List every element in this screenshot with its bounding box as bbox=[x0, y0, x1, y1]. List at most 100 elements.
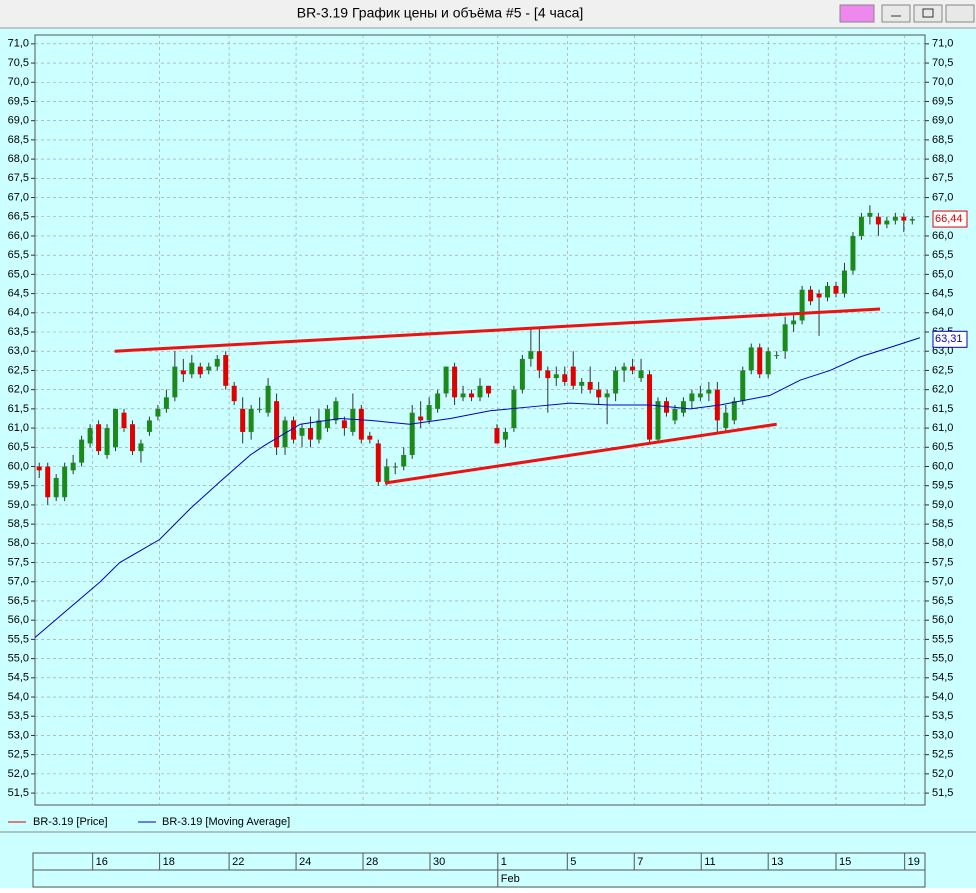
candle-body bbox=[485, 385, 491, 394]
month-label: Feb bbox=[501, 873, 520, 885]
link-button[interactable] bbox=[839, 4, 875, 23]
x-tick-label: 19 bbox=[908, 856, 920, 868]
candle-body bbox=[858, 216, 864, 236]
candle-body bbox=[104, 428, 110, 455]
candle-body bbox=[757, 347, 763, 375]
candle-body bbox=[545, 370, 551, 379]
candle-body bbox=[409, 412, 415, 455]
y-tick-label: 68,5 bbox=[932, 134, 953, 146]
y-tick-label: 58,5 bbox=[932, 518, 953, 530]
y-tick-label: 67,5 bbox=[8, 172, 29, 184]
candle-body bbox=[833, 285, 839, 294]
title-bar bbox=[0, 0, 976, 28]
y-tick-label: 65,0 bbox=[932, 268, 953, 280]
candle-body bbox=[570, 366, 576, 386]
candle-body bbox=[96, 424, 102, 452]
candle-body bbox=[604, 393, 610, 398]
y-tick-label: 65,0 bbox=[8, 268, 29, 280]
candle-body bbox=[799, 289, 805, 321]
candle-body bbox=[274, 401, 280, 448]
candle-body bbox=[350, 408, 356, 432]
y-tick-label: 70,5 bbox=[8, 57, 29, 69]
y-tick-label: 59,5 bbox=[8, 480, 29, 492]
y-tick-label: 61,5 bbox=[932, 403, 953, 415]
x-tick-label: 11 bbox=[704, 856, 715, 868]
y-tick-label: 67,5 bbox=[932, 172, 953, 184]
candle-body bbox=[257, 408, 263, 410]
y-tick-label: 60,0 bbox=[932, 460, 953, 472]
trend-line bbox=[114, 307, 881, 353]
candle-body bbox=[197, 366, 203, 375]
candle-body bbox=[502, 431, 508, 440]
last-value-box bbox=[932, 330, 968, 348]
candle-body bbox=[469, 393, 475, 398]
y-tick-label: 58,5 bbox=[8, 518, 29, 530]
y-tick-label: 54,5 bbox=[8, 672, 29, 684]
candle-body bbox=[443, 366, 449, 394]
y-tick-label: 54,5 bbox=[932, 672, 953, 684]
candle-body bbox=[791, 320, 797, 325]
x-tick-label: 30 bbox=[433, 856, 445, 868]
candle-body bbox=[477, 385, 483, 398]
y-tick-label: 56,0 bbox=[8, 614, 29, 626]
y-tick-label: 56,5 bbox=[932, 595, 953, 607]
y-tick-label: 59,5 bbox=[932, 480, 953, 492]
candle-body bbox=[647, 374, 653, 440]
y-tick-label: 57,0 bbox=[932, 576, 953, 588]
candle-body bbox=[316, 420, 322, 440]
candle-body bbox=[87, 428, 93, 444]
candle-body bbox=[655, 401, 661, 440]
last-value-label: 66,44 bbox=[935, 213, 963, 225]
candle-body bbox=[740, 370, 746, 402]
y-tick-label: 63,0 bbox=[932, 345, 953, 357]
plot-frame bbox=[34, 34, 926, 806]
candle-body bbox=[528, 351, 534, 359]
restore-button[interactable] bbox=[913, 4, 943, 23]
candle-body bbox=[519, 358, 525, 390]
candle-body bbox=[53, 478, 59, 498]
y-tick-label: 65,5 bbox=[932, 249, 953, 261]
y-tick-label: 69,5 bbox=[8, 95, 29, 107]
candle-body bbox=[113, 408, 119, 448]
window-title: BR-3.19 График цены и объёма #5 - [4 час… bbox=[297, 5, 584, 21]
y-tick-label: 64,5 bbox=[932, 287, 953, 299]
candle-body bbox=[426, 405, 432, 421]
candle-body bbox=[867, 212, 873, 217]
y-tick-label: 60,0 bbox=[8, 460, 29, 472]
x-tick-label: 1 bbox=[501, 856, 507, 868]
y-tick-label: 61,0 bbox=[8, 422, 29, 434]
candle-body bbox=[248, 408, 254, 432]
candle-body bbox=[875, 216, 881, 225]
y-tick-label: 70,5 bbox=[932, 57, 953, 69]
legend-label: BR-3.19 [Moving Average] bbox=[162, 816, 290, 828]
close-button[interactable] bbox=[945, 4, 975, 23]
x-tick-label: 5 bbox=[570, 856, 576, 868]
y-tick-label: 66,5 bbox=[8, 211, 29, 223]
y-tick-label: 57,5 bbox=[8, 556, 29, 568]
candle-body bbox=[79, 439, 85, 463]
candle-body bbox=[841, 270, 847, 294]
y-tick-label: 56,5 bbox=[8, 595, 29, 607]
y-tick-label: 62,5 bbox=[8, 364, 29, 376]
y-tick-label: 52,5 bbox=[932, 749, 953, 761]
y-tick-label: 55,0 bbox=[8, 653, 29, 665]
y-tick-label: 64,0 bbox=[8, 307, 29, 319]
candle-body bbox=[748, 347, 754, 371]
minimize-button[interactable] bbox=[881, 4, 911, 23]
y-tick-label: 55,5 bbox=[8, 633, 29, 645]
y-tick-label: 62,0 bbox=[932, 384, 953, 396]
candle-body bbox=[553, 374, 559, 379]
candle-body bbox=[223, 355, 229, 386]
y-tick-label: 64,0 bbox=[932, 307, 953, 319]
candle-body bbox=[587, 381, 593, 390]
candle-body bbox=[672, 408, 678, 421]
x-tick-label: 18 bbox=[163, 856, 175, 868]
candle-body bbox=[731, 401, 737, 421]
y-tick-label: 55,5 bbox=[932, 633, 953, 645]
y-tick-label: 60,5 bbox=[8, 441, 29, 453]
candle-body bbox=[460, 393, 466, 398]
candle-body bbox=[291, 420, 297, 440]
x-tick-label: 16 bbox=[96, 856, 108, 868]
candle-body bbox=[231, 385, 237, 402]
